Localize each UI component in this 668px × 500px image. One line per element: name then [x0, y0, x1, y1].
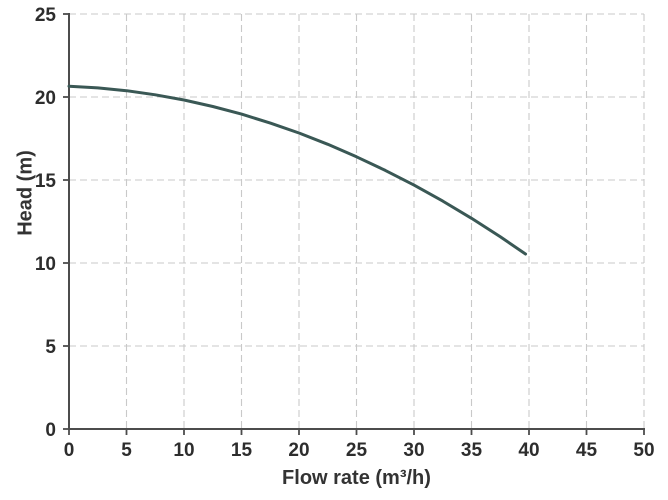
- x-tick-label: 0: [64, 440, 75, 461]
- x-tick-label: 20: [288, 440, 309, 461]
- y-tick-label: 5: [45, 337, 56, 358]
- x-tick-label: 10: [173, 440, 194, 461]
- x-tick-label: 40: [518, 440, 539, 461]
- x-tick-label: 30: [403, 440, 424, 461]
- y-tick-label: 10: [35, 254, 56, 275]
- x-tick-label: 45: [576, 440, 598, 461]
- y-tick-label: 20: [35, 88, 56, 109]
- y-tick-label: 25: [35, 5, 57, 26]
- x-tick-label: 25: [346, 440, 368, 461]
- pump-head-curve-line: [67, 84, 527, 256]
- x-tick-label: 5: [121, 440, 132, 461]
- y-axis-title: Head (m): [14, 150, 37, 236]
- y-tick-label: 0: [45, 420, 56, 441]
- x-tick-label: 50: [633, 440, 654, 461]
- x-axis-title: Flow rate (m³/h): [282, 467, 431, 489]
- y-tick-label: 15: [35, 171, 57, 192]
- x-tick-label: 35: [461, 440, 483, 461]
- x-tick-label: 15: [231, 440, 253, 461]
